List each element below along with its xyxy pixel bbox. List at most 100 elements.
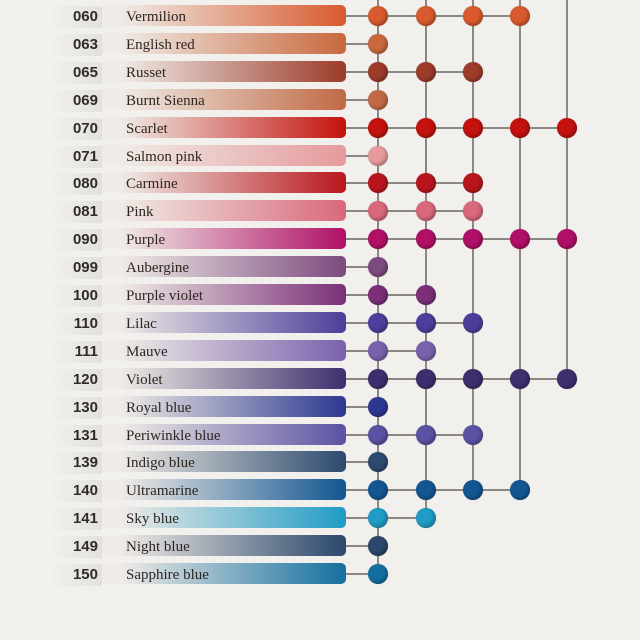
color-dot (416, 173, 436, 194)
color-name: Purple (126, 232, 166, 249)
color-row: 065 Russet (0, 58, 640, 86)
color-swatch-band (102, 535, 346, 557)
row-connector (346, 573, 378, 575)
color-row: 071 Salmon pink (0, 142, 640, 170)
color-dot (463, 173, 483, 194)
color-name: Lilac (126, 315, 157, 332)
color-dot (557, 117, 577, 138)
row-connector (346, 321, 473, 324)
color-dot (368, 508, 388, 529)
color-code: 063 (50, 33, 102, 56)
color-swatch-band (102, 367, 346, 389)
color-name: Ultramarine (126, 483, 199, 500)
color-name: Night blue (126, 539, 190, 556)
color-dot (416, 285, 436, 305)
color-row: 063 English red (0, 30, 640, 58)
color-dot (416, 340, 436, 361)
color-code: 071 (50, 145, 102, 168)
color-swatch-band (102, 563, 346, 584)
color-row: 130 Royal blue (0, 393, 640, 421)
color-dot (416, 229, 436, 250)
color-swatch-band (102, 116, 346, 138)
color-row: 140 Ultramarine (0, 476, 640, 504)
row-connector (346, 545, 378, 548)
color-code: 081 (50, 201, 102, 224)
color-swatch-band (102, 228, 346, 250)
color-swatch-band (102, 284, 346, 305)
column-line (566, 0, 568, 380)
color-dot (368, 536, 388, 557)
color-dot (416, 6, 436, 26)
row-connector (346, 154, 378, 157)
color-name: Mauve (126, 343, 168, 360)
color-swatch-band (102, 256, 346, 278)
color-swatch-band (102, 451, 346, 473)
color-dot (463, 6, 483, 26)
row-connector (346, 70, 473, 73)
color-code: 149 (50, 536, 102, 559)
color-row: 141 Sky blue (0, 504, 640, 532)
color-name: Aubergine (126, 260, 190, 277)
color-name: Pink (126, 204, 154, 221)
color-row: 060 Vermilion (0, 2, 640, 30)
color-dot (510, 229, 530, 250)
column-line (425, 0, 427, 520)
color-code: 100 (50, 285, 102, 307)
color-dot (510, 368, 530, 389)
color-dot (368, 424, 388, 445)
color-dot (416, 480, 436, 501)
color-code: 150 (50, 564, 102, 586)
color-swatch-band (102, 200, 346, 222)
color-dot (368, 117, 388, 138)
color-name: Vermilion (126, 9, 186, 25)
color-code: 060 (50, 6, 102, 28)
row-connector (346, 182, 473, 185)
color-dot (416, 424, 436, 445)
color-dot (368, 340, 388, 361)
color-code: 090 (50, 229, 102, 252)
color-dot (368, 173, 388, 194)
color-dot (416, 368, 436, 389)
color-swatch-band (102, 507, 346, 529)
color-name: Burnt Sienna (126, 92, 205, 109)
color-code: 131 (50, 424, 102, 447)
color-dot (416, 61, 436, 82)
color-name: Scarlet (126, 120, 168, 137)
color-swatch-band (102, 60, 346, 82)
row-connector (346, 42, 378, 45)
color-dot (368, 480, 388, 501)
color-name: English red (126, 36, 195, 53)
color-row: 099 Aubergine (0, 253, 640, 281)
color-code: 120 (50, 368, 102, 391)
color-row: 090 Purple (0, 225, 640, 253)
color-dot (368, 229, 388, 250)
color-dot (368, 33, 388, 54)
row-connector (346, 210, 473, 213)
color-dot (510, 117, 530, 138)
color-name: Sapphire blue (126, 567, 209, 583)
color-dot (368, 257, 388, 278)
color-name: Purple violet (126, 288, 204, 304)
color-dot (368, 61, 388, 82)
color-dot (510, 480, 530, 501)
row-connector (346, 433, 473, 436)
color-code: 130 (50, 396, 102, 419)
color-code: 099 (50, 257, 102, 280)
color-dot (368, 396, 388, 417)
color-row: 080 Carmine (0, 169, 640, 197)
color-dot (463, 312, 483, 333)
color-code: 141 (50, 508, 102, 531)
color-row: 081 Pink (0, 197, 640, 225)
color-code: 110 (50, 312, 102, 335)
color-dot (368, 89, 388, 110)
color-swatch-band (102, 339, 346, 361)
color-name: Russet (126, 64, 167, 81)
color-dot (416, 312, 436, 333)
color-row: 139 Indigo blue (0, 448, 640, 476)
color-dot (463, 117, 483, 138)
color-name: Indigo blue (126, 455, 195, 472)
color-row: 069 Burnt Sienna (0, 86, 640, 114)
color-swatch-band (102, 144, 346, 166)
color-swatch-band (102, 311, 346, 333)
